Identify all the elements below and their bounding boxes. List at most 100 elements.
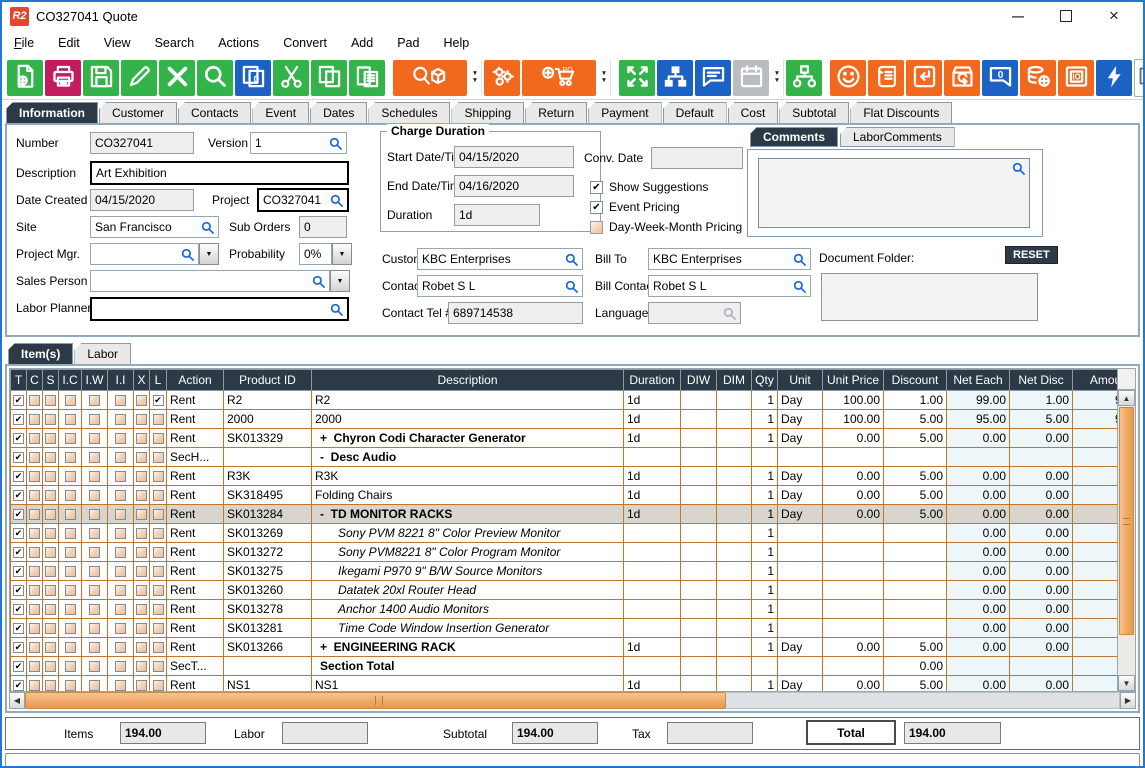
row-checkbox-cell[interactable] [133, 675, 150, 691]
unchecked-checkbox[interactable] [115, 433, 126, 445]
column-header[interactable]: Net Each [946, 369, 1010, 391]
tab-subtotal[interactable]: Subtotal [779, 102, 850, 123]
checked-checkbox[interactable]: ✔ [13, 395, 24, 407]
unchecked-checkbox[interactable] [115, 490, 126, 502]
row-checkbox-cell[interactable]: ✔ [10, 523, 27, 543]
row-checkbox-cell[interactable] [26, 485, 43, 505]
unchecked-checkbox[interactable] [115, 414, 126, 426]
tab-event[interactable]: Event [252, 102, 310, 123]
diw-cell[interactable] [680, 523, 717, 543]
product-id-cell[interactable]: SK318495 [223, 485, 312, 505]
tab-customer[interactable]: Customer [99, 102, 178, 123]
action-cell[interactable]: Rent [166, 390, 224, 410]
product-id-cell[interactable] [223, 656, 312, 676]
unit-price-cell[interactable] [822, 656, 884, 676]
search-icon[interactable] [330, 303, 343, 316]
unchecked-checkbox[interactable] [45, 471, 56, 483]
maximize-icon[interactable] [1059, 9, 1073, 23]
unchecked-checkbox[interactable] [115, 623, 126, 635]
qty-cell[interactable] [751, 656, 778, 676]
diw-cell[interactable] [680, 390, 717, 410]
discount-cell[interactable] [883, 523, 947, 543]
row-checkbox-cell[interactable] [107, 656, 134, 676]
column-header[interactable]: L [149, 369, 167, 391]
unchecked-checkbox[interactable] [45, 433, 56, 445]
table-row[interactable]: ✔ Rent SK013260 Datatek 20xl Router Head 1 0.… [10, 580, 1135, 600]
checked-checkbox[interactable]: ✔ [13, 566, 24, 578]
tab-cost[interactable]: Cost [727, 102, 779, 123]
row-checkbox-cell[interactable] [107, 428, 134, 448]
unchecked-checkbox[interactable] [45, 414, 56, 426]
row-checkbox-cell[interactable] [149, 523, 167, 543]
product-id-cell[interactable]: SK013278 [223, 599, 312, 619]
diw-cell[interactable] [680, 580, 717, 600]
unchecked-checkbox[interactable] [89, 642, 100, 654]
row-checkbox-cell[interactable] [58, 618, 82, 638]
cut-button[interactable] [273, 59, 309, 96]
exit-button[interactable] [1134, 58, 1143, 97]
unchecked-checkbox[interactable] [152, 471, 164, 483]
dim-cell[interactable] [716, 656, 752, 676]
discount-cell[interactable] [883, 561, 947, 581]
net-disc-cell[interactable]: 1.00 [1009, 390, 1073, 410]
unchecked-checkbox[interactable] [152, 414, 164, 426]
row-checkbox-cell[interactable] [149, 447, 167, 467]
unchecked-checkbox[interactable] [115, 395, 126, 407]
unit-price-cell[interactable]: 0.00 [822, 485, 884, 505]
net-disc-cell[interactable]: 0.00 [1009, 580, 1073, 600]
row-checkbox-cell[interactable] [26, 447, 43, 467]
discount-cell[interactable]: 5.00 [883, 409, 947, 429]
row-checkbox-cell[interactable]: ✔ [10, 542, 27, 562]
probability-field[interactable]: 0% [299, 243, 332, 265]
print-button[interactable] [45, 59, 81, 96]
hierarchy-button[interactable] [786, 59, 822, 96]
product-id-cell[interactable]: SK013275 [223, 561, 312, 581]
discount-cell[interactable] [883, 542, 947, 562]
description-field[interactable]: Art Exhibition [90, 161, 349, 185]
dim-cell[interactable] [716, 504, 752, 524]
unit-cell[interactable]: Day [777, 409, 823, 429]
tab-information[interactable]: Information [6, 102, 98, 123]
unchecked-checkbox[interactable] [136, 604, 147, 616]
row-checkbox-cell[interactable] [58, 466, 82, 486]
smiley-button[interactable] [830, 59, 866, 96]
unchecked-checkbox[interactable] [45, 509, 56, 521]
row-checkbox-cell[interactable] [42, 409, 59, 429]
row-checkbox-cell[interactable] [107, 675, 134, 691]
unchecked-checkbox[interactable] [89, 604, 100, 616]
column-header[interactable]: I.I [107, 369, 134, 391]
action-cell[interactable]: Rent [166, 637, 224, 657]
qty-cell[interactable]: 1 [751, 580, 778, 600]
unchecked-checkbox[interactable] [29, 471, 40, 483]
unchecked-checkbox[interactable] [29, 566, 40, 578]
row-checkbox-cell[interactable] [149, 542, 167, 562]
show-suggestions-checkbox[interactable]: ✔ [590, 180, 603, 194]
unchecked-checkbox[interactable] [115, 566, 126, 578]
unchecked-checkbox[interactable] [45, 680, 56, 691]
product-id-cell[interactable]: SK013266 [223, 637, 312, 657]
tab-laborcomments[interactable]: LaborComments [840, 127, 955, 147]
column-header[interactable]: Discount [883, 369, 947, 391]
copy-button[interactable] [311, 59, 347, 96]
options-button[interactable] [484, 59, 520, 96]
unchecked-checkbox[interactable] [45, 547, 56, 559]
description-cell[interactable]: Sony PVM 8221 8" Color Preview Monitor [311, 523, 624, 543]
unchecked-checkbox[interactable] [152, 623, 164, 635]
duration-cell[interactable] [623, 542, 681, 562]
row-checkbox-cell[interactable] [26, 675, 43, 691]
unchecked-checkbox[interactable] [45, 585, 56, 597]
description-cell[interactable]: Ikegami P970 9" B/W Source Monitors [311, 561, 624, 581]
row-checkbox-cell[interactable] [133, 409, 150, 429]
unit-cell[interactable] [777, 656, 823, 676]
row-checkbox-cell[interactable] [149, 599, 167, 619]
unchecked-checkbox[interactable] [29, 433, 40, 445]
table-row[interactable]: ✔Rent200020001d1Day100.005.0095.005.0095… [10, 409, 1135, 429]
column-header[interactable]: T [10, 369, 27, 391]
event-pricing-checkbox[interactable]: ✔ [590, 200, 603, 214]
discount-cell[interactable] [883, 580, 947, 600]
row-checkbox-cell[interactable] [42, 542, 59, 562]
unit-cell[interactable] [777, 618, 823, 638]
description-cell[interactable]: R3K [311, 466, 624, 486]
search-icon[interactable] [201, 221, 214, 234]
row-checkbox-cell[interactable] [42, 599, 59, 619]
